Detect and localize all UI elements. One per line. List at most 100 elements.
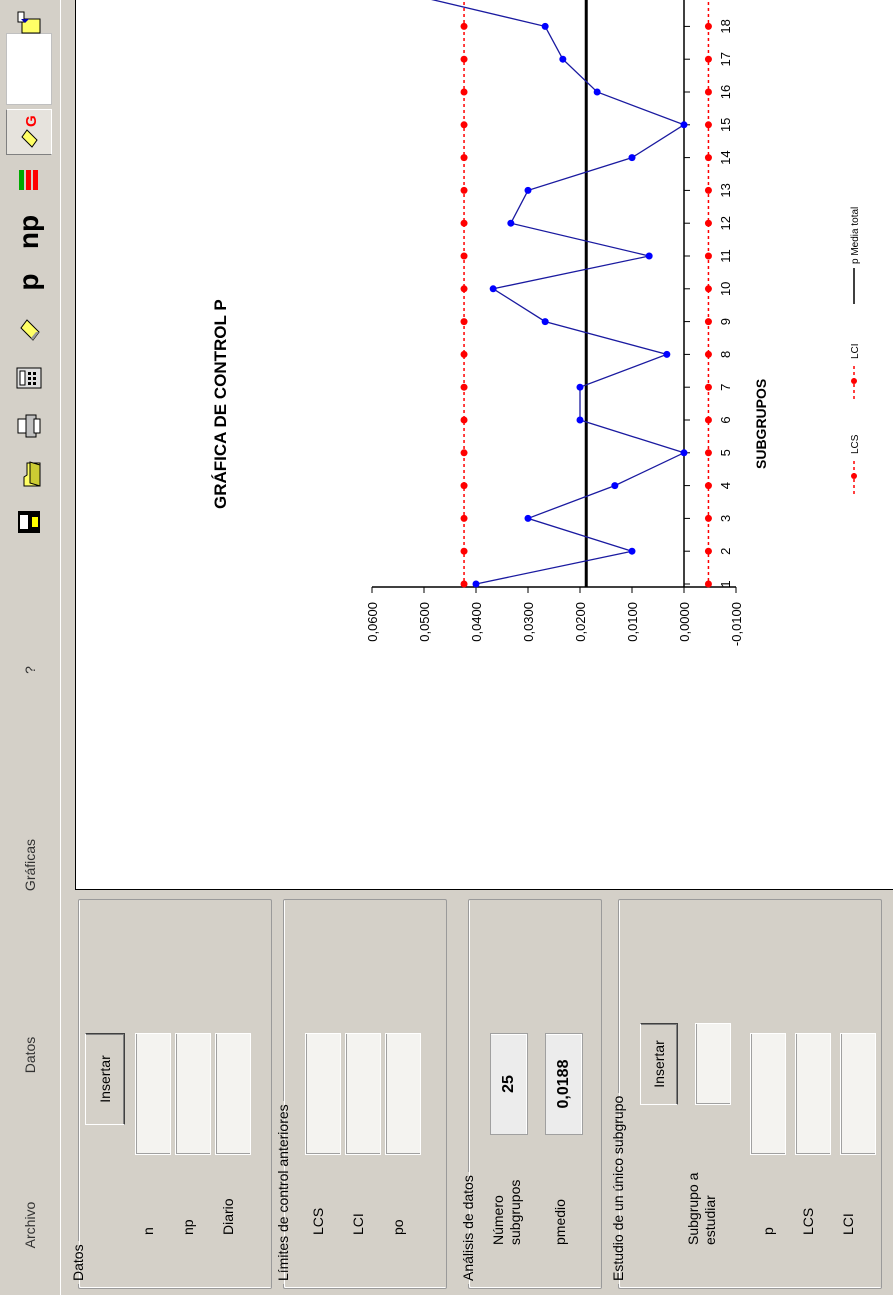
x-tick-label: 4 (718, 482, 733, 489)
p-series-point (628, 547, 636, 555)
x-tick-label: 9 (718, 318, 733, 325)
x-tick-label: 12 (718, 216, 733, 230)
p-series-point (559, 55, 567, 63)
menu-help[interactable]: ? (22, 666, 38, 674)
p-series-point (524, 514, 532, 522)
menu-graficas[interactable]: Gráficas (22, 838, 38, 892)
lcs-point (460, 219, 468, 227)
lcs-label: LCS (310, 1207, 326, 1235)
calculator-button[interactable] (6, 355, 52, 401)
x-tick-label: 3 (718, 515, 733, 522)
lci-point (704, 22, 712, 30)
x-tick-label: 8 (718, 351, 733, 358)
save-button[interactable] (6, 499, 52, 545)
lci-point (704, 252, 712, 260)
y-tick-label: 0,0100 (625, 602, 640, 642)
x-tick-label: 5 (718, 449, 733, 456)
x-tick-label: 15 (718, 118, 733, 132)
legend-label: p Media total (850, 207, 861, 264)
lci-point (704, 285, 712, 293)
print-icon (17, 414, 41, 438)
lci-point (704, 55, 712, 63)
chart-legend: LCS LCI p Media total (850, 207, 861, 494)
p-series-point (541, 318, 549, 326)
estudio-lcs-field[interactable] (795, 1033, 831, 1155)
menu-datos[interactable]: Datos (22, 1036, 38, 1074)
eraser-button[interactable] (6, 307, 52, 353)
menu-archivo[interactable]: Archivo (22, 1201, 38, 1249)
x-tick-label: 17 (718, 52, 733, 66)
estudio-legend: Estudio de un único subgrupo (610, 1095, 626, 1281)
p-series-point (541, 22, 549, 30)
subgrupo-estudiar-label: Subgrupo a estudiar (685, 1172, 718, 1245)
lcs-point (460, 22, 468, 30)
color-bars-icon (19, 170, 38, 190)
estudio-lci-label: LCI (840, 1213, 856, 1235)
x-tick-label: 13 (718, 183, 733, 197)
legend-marker-lci (851, 378, 857, 384)
lci-point (704, 350, 712, 358)
color-bars-button[interactable] (6, 157, 52, 203)
eraser-g-icon: G (21, 115, 40, 148)
eraser-g-button[interactable]: G (6, 109, 52, 155)
numero-subgrupos-label: Número subgrupos (490, 1179, 523, 1245)
open-button[interactable] (6, 451, 52, 497)
po-field[interactable] (385, 1033, 421, 1155)
p-chart-button[interactable]: p (13, 273, 44, 291)
x-axis-title: SUBGRUPOS (753, 379, 769, 469)
lcs-point (460, 121, 468, 129)
exit-button[interactable] (6, 0, 52, 45)
lcs-point (460, 514, 468, 522)
lci-point (704, 514, 712, 522)
estudio-lcs-label: LCS (800, 1207, 816, 1235)
lci-point (704, 186, 712, 194)
chart-title: GRÁFICA DE CONTROL P (211, 299, 230, 509)
subgrupo-estudiar-field[interactable] (695, 1023, 731, 1105)
save-icon (18, 511, 40, 533)
n-field[interactable] (135, 1033, 171, 1155)
x-tick-label: 19 (718, 0, 733, 1)
y-tick-label: 0,0300 (521, 602, 536, 642)
lcs-point (460, 547, 468, 555)
po-label: po (390, 1219, 406, 1235)
datos-insert-button[interactable]: Insertar (85, 1033, 125, 1125)
lci-point (704, 219, 712, 227)
lcs-field[interactable] (305, 1033, 341, 1155)
p-series-point (576, 383, 584, 391)
pmedio-value: 0,0188 (545, 1033, 583, 1135)
diario-label: Diario (220, 1198, 236, 1235)
lci-point (704, 154, 712, 162)
y-tick-label: 0,0200 (573, 602, 588, 642)
lci-point (704, 547, 712, 555)
analisis-legend: Análisis de datos (460, 1175, 476, 1281)
print-button[interactable] (6, 403, 52, 449)
np-chart-button[interactable]: np (13, 214, 44, 250)
p-series-point (663, 350, 671, 358)
legend-label: LCI (850, 343, 861, 359)
estudio-p-field[interactable] (750, 1033, 786, 1155)
np-label: np (180, 1219, 196, 1235)
p-series-point (524, 186, 532, 194)
x-tick-label: 14 (718, 150, 733, 164)
p-series-point (593, 88, 601, 96)
datos-legend: Datos (70, 1244, 86, 1281)
calculator-icon (16, 367, 42, 389)
x-tick-label: 1 (718, 580, 733, 587)
lcs-point (460, 350, 468, 358)
control-chart: GRÁFICA DE CONTROL P 0,0600 0,0500 0,0400 0… (211, 0, 861, 646)
lcs-point (460, 285, 468, 293)
x-tick-label: 10 (718, 282, 733, 296)
estudio-insert-button[interactable]: Insertar (640, 1023, 678, 1105)
control-chart-area: GRÁFICA DE CONTROL P 0,0600 0,0500 0,0400 0… (75, 0, 893, 890)
estudio-lci-field[interactable] (840, 1033, 876, 1155)
p-series-point (489, 285, 497, 293)
lci-field[interactable] (345, 1033, 381, 1155)
np-field[interactable] (175, 1033, 211, 1155)
x-tick-label: 18 (718, 19, 733, 33)
menu-toolbar-bar: Archivo Datos Gráficas ? p np G (0, 0, 61, 1295)
y-tick-label: 0,0600 (365, 602, 380, 642)
diario-field[interactable] (215, 1033, 251, 1155)
lcs-point (460, 88, 468, 96)
y-tick-label: 0,0500 (417, 602, 432, 642)
